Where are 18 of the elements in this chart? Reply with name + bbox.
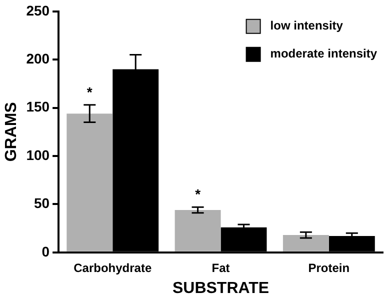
annotation: * (195, 186, 202, 202)
x-tick-label: Fat (212, 260, 230, 275)
x-tick-label: Protein (308, 260, 350, 275)
x-axis-title: SUBSTRATE (172, 280, 270, 297)
y-tick-label: 0 (42, 243, 50, 260)
x-tick-label: Carbohydrate (74, 260, 152, 275)
annotation: * (86, 84, 93, 100)
legend-label: moderate intensity (270, 46, 378, 61)
y-tick-label: 50 (34, 195, 50, 212)
y-tick-label: 250 (26, 2, 50, 18)
y-tick-label: 200 (26, 50, 50, 66)
y-tick-label: 150 (26, 98, 50, 115)
bar (66, 114, 113, 252)
legend-label: low intensity (270, 18, 344, 33)
bar (282, 235, 329, 252)
y-tick-label: 100 (26, 146, 50, 163)
bar (174, 210, 221, 252)
y-axis-title: GRAMS (3, 102, 20, 162)
